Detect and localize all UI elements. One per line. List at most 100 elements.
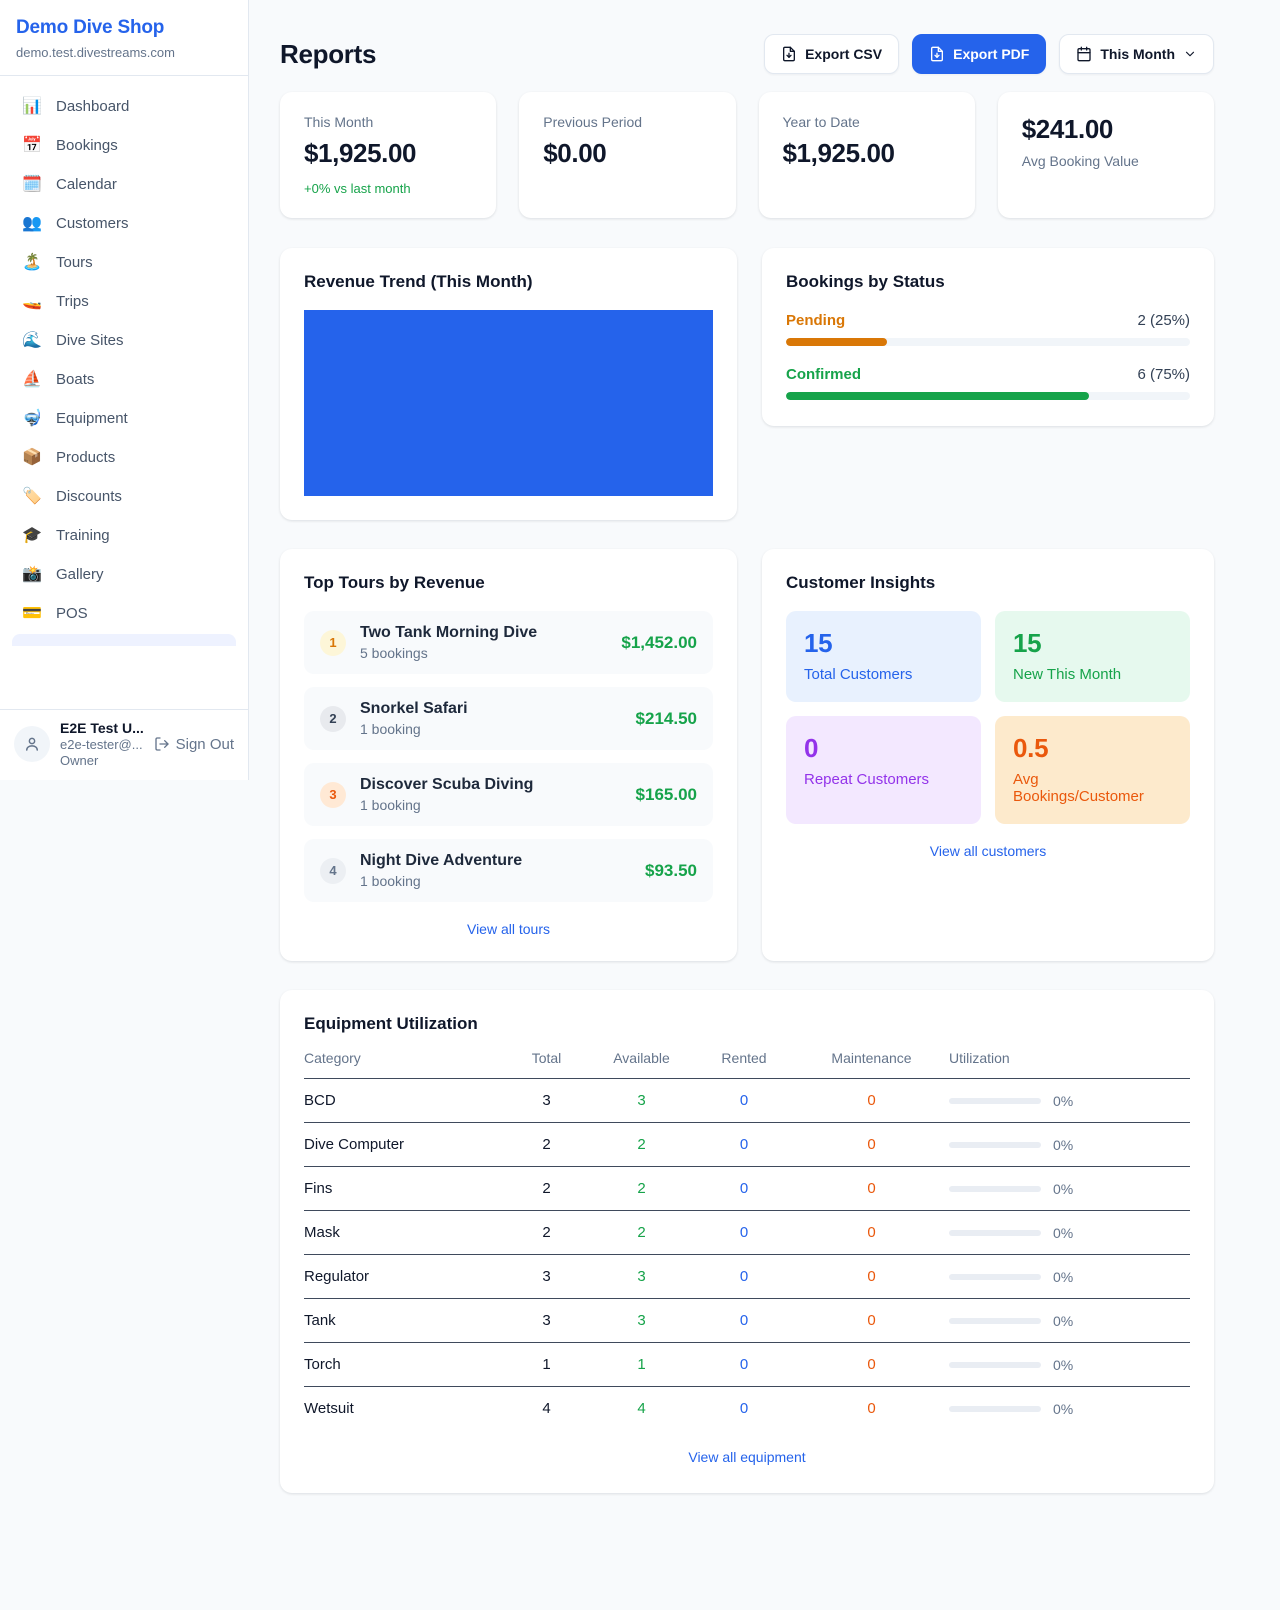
sidebar-item-customers[interactable]: 👥 Customers — [12, 205, 236, 242]
column-header-available: Available — [613, 1050, 670, 1066]
rank-badge: 4 — [320, 857, 346, 884]
sidebar-nav-list: 📊 Dashboard 📅 Bookings 🗓️ Calendar 👥 Cus… — [12, 88, 236, 632]
status-bar-fill — [786, 392, 1089, 400]
customer-insights-card: Customer Insights 15 Total Customers 15 … — [762, 549, 1214, 961]
nav-label: Customers — [56, 215, 129, 232]
page-header: Reports Export CSV Export PDF This Month — [280, 34, 1214, 74]
status-bar-track — [786, 338, 1190, 346]
export-pdf-button[interactable]: Export PDF — [912, 34, 1047, 74]
sign-out-label: Sign Out — [175, 735, 234, 753]
utilization-bar-track — [949, 1361, 1041, 1368]
nav-label: Equipment — [56, 410, 128, 427]
insight-value: 0 — [804, 733, 819, 763]
tour-meta: Night Dive Adventure 1 booking — [360, 852, 522, 889]
utilization-bar-track — [949, 1141, 1041, 1148]
file-download-icon — [783, 46, 796, 62]
insight-label: Avg Bookings/Customer — [1013, 771, 1144, 805]
equipment-rented: 0 — [739, 1268, 749, 1285]
sidebar-header: Demo Dive Shop demo.test.divestreams.com — [0, 0, 248, 76]
utilization-bar-track — [949, 1405, 1041, 1412]
equipment-utilization-cell: 0% — [949, 1357, 1190, 1373]
nav-label: Training — [56, 527, 110, 544]
equipment-table-body: BCD 3 3 0 0 0% Dive Computer 2 2 0 0 0% … — [304, 1079, 1190, 1430]
export-csv-button[interactable]: Export CSV — [764, 34, 900, 74]
sidebar-item-tours[interactable]: 🏝️ Tours — [12, 244, 236, 281]
nav-icon-pos: 💳 — [22, 604, 42, 622]
period-selector[interactable]: This Month — [1059, 34, 1214, 74]
sidebar-item-pos[interactable]: 💳 POS — [12, 595, 236, 632]
tour-meta: Snorkel Safari 1 booking — [360, 700, 468, 737]
insight-box-total-customers: 15 Total Customers — [786, 611, 981, 702]
equipment-utilization-cell: 0% — [949, 1269, 1190, 1285]
utilization-percent: 0% — [1053, 1356, 1074, 1373]
sidebar-item-active-partial[interactable] — [12, 634, 236, 646]
user-name: E2E Test U... — [60, 720, 144, 736]
status-row-pending: Pending 2 (25%) — [786, 312, 1190, 346]
tour-name: Snorkel Safari — [360, 700, 468, 717]
sidebar-item-trips[interactable]: 🚤 Trips — [12, 283, 236, 320]
sign-out-button[interactable]: Sign Out — [154, 736, 234, 753]
utilization-percent: 0% — [1053, 1224, 1074, 1241]
equipment-available: 3 — [637, 1092, 646, 1109]
sidebar-item-products[interactable]: 📦 Products — [12, 439, 236, 476]
status-bar-fill — [786, 338, 887, 346]
equipment-available: 2 — [637, 1136, 646, 1153]
user-meta: E2E Test U... e2e-tester@... Owner — [60, 720, 144, 768]
equipment-table-header: Category Total Available Rented Maintena… — [304, 1050, 1190, 1079]
shop-domain: demo.test.divestreams.com — [16, 45, 175, 60]
sidebar-item-calendar[interactable]: 🗓️ Calendar — [12, 166, 236, 203]
sidebar-item-dashboard[interactable]: 📊 Dashboard — [12, 88, 236, 125]
equipment-row-fins: Fins 2 2 0 0 0% — [304, 1167, 1190, 1211]
equipment-total: 3 — [542, 1092, 551, 1109]
chevron-down-icon — [1185, 51, 1195, 57]
status-row-header: Pending 2 (25%) — [786, 312, 1190, 329]
tour-bookings: 1 booking — [360, 721, 421, 737]
tour-rows: 1 Two Tank Morning Dive 5 bookings $1,45… — [304, 611, 713, 902]
sidebar-item-gallery[interactable]: 📸 Gallery — [12, 556, 236, 593]
stat-label: Avg Booking Value — [1021, 153, 1139, 169]
equipment-category: Torch — [304, 1356, 341, 1373]
avatar — [14, 726, 50, 762]
equipment-rented: 0 — [739, 1356, 749, 1373]
sidebar-item-training[interactable]: 🎓 Training — [12, 517, 236, 554]
status-rows: Pending 2 (25%) Confirmed 6 (75%) — [786, 312, 1190, 400]
nav-icon-calendar: 🗓️ — [22, 175, 42, 193]
equipment-category: BCD — [304, 1092, 336, 1109]
utilization-bar-track — [949, 1185, 1041, 1192]
insight-label: New This Month — [1013, 666, 1122, 683]
equipment-total: 2 — [542, 1224, 551, 1241]
insight-value: 15 — [804, 628, 833, 658]
equipment-row-dive-computer: Dive Computer 2 2 0 0 0% — [304, 1123, 1190, 1167]
status-label: Pending — [786, 312, 846, 329]
main-content: Reports Export CSV Export PDF This Month — [249, 0, 1280, 1493]
nav-label: Bookings — [56, 137, 118, 154]
sidebar-item-dive-sites[interactable]: 🌊 Dive Sites — [12, 322, 236, 359]
equipment-utilization-cell: 0% — [949, 1093, 1190, 1109]
view-all-equipment-link[interactable]: View all equipment — [688, 1449, 806, 1465]
nav-icon-training: 🎓 — [22, 526, 42, 544]
equipment-row-regulator: Regulator 3 3 0 0 0% — [304, 1255, 1190, 1299]
insights-row: Top Tours by Revenue 1 Two Tank Morning … — [280, 549, 1214, 961]
rank-badge: 1 — [320, 629, 346, 656]
calendar-icon — [1077, 46, 1092, 62]
equipment-maintenance: 0 — [867, 1180, 876, 1197]
nav-label: Products — [56, 449, 116, 466]
stat-label: Previous Period — [543, 114, 643, 130]
sidebar-item-boats[interactable]: ⛵ Boats — [12, 361, 236, 398]
utilization-bar-track — [949, 1097, 1041, 1104]
equipment-row-tank: Tank 3 3 0 0 0% — [304, 1299, 1190, 1343]
column-header-total: Total — [531, 1050, 562, 1066]
tour-name: Two Tank Morning Dive — [360, 624, 538, 641]
equipment-utilization-cell: 0% — [949, 1313, 1190, 1329]
equipment-total: 4 — [542, 1400, 551, 1417]
view-all-customers-link[interactable]: View all customers — [929, 843, 1047, 859]
utilization-percent: 0% — [1053, 1312, 1074, 1329]
sidebar-item-bookings[interactable]: 📅 Bookings — [12, 127, 236, 164]
insights-grid: 15 Total Customers 15 New This Month 0 R… — [786, 611, 1190, 824]
sidebar-item-discounts[interactable]: 🏷️ Discounts — [12, 478, 236, 515]
view-all-tours-link[interactable]: View all tours — [466, 921, 550, 937]
sidebar-item-equipment[interactable]: 🤿 Equipment — [12, 400, 236, 437]
stats-row: This Month $1,925.00 +0% vs last month P… — [280, 92, 1214, 218]
sidebar-user-section: E2E Test U... e2e-tester@... Owner Sign … — [0, 709, 248, 780]
status-value: 2 (25%) — [1137, 312, 1190, 329]
